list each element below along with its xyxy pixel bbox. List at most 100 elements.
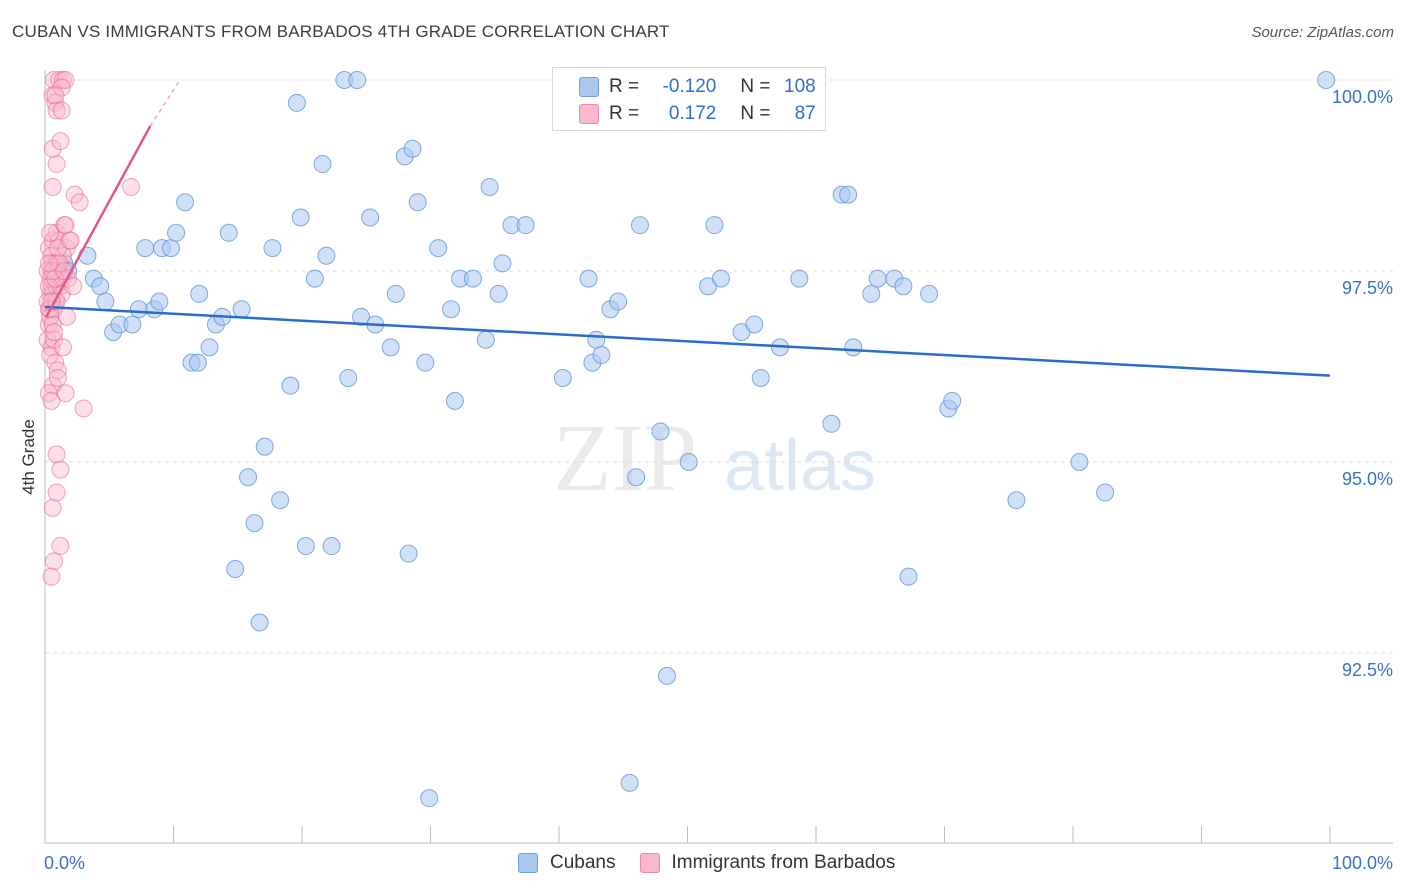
- cubans-point: [176, 193, 195, 212]
- barbados-legend-label: Immigrants from Barbados: [671, 852, 896, 873]
- barbados-swatch: [579, 104, 599, 124]
- cubans-point: [627, 468, 646, 487]
- tick-labels: 100.0% 97.5% 95.0% 92.5%: [1332, 87, 1393, 680]
- cubans-point: [868, 269, 887, 288]
- barbados-points: [38, 71, 141, 586]
- barbados-point: [44, 330, 63, 349]
- cubans-point: [1096, 483, 1115, 502]
- cubans-point: [403, 139, 422, 158]
- y-tick-label: 97.5%: [1342, 278, 1393, 298]
- n-value: 108: [784, 76, 816, 97]
- cubans-swatch: [579, 77, 599, 97]
- barbados-point: [47, 445, 66, 464]
- barbados-point: [64, 277, 83, 296]
- cubans-point: [679, 453, 698, 471]
- barbados-trend-line: [45, 125, 152, 318]
- cubans-point: [188, 353, 207, 372]
- cubans-point: [96, 292, 115, 311]
- watermark-atlas: atlas: [724, 426, 876, 506]
- barbados-point: [47, 483, 66, 502]
- y-tick-label: 92.5%: [1342, 660, 1393, 680]
- barbados-point: [122, 177, 141, 196]
- cubans-point: [745, 315, 764, 334]
- x-tick-left: 0.0%: [44, 853, 85, 873]
- y-tick-label: 100.0%: [1332, 87, 1393, 107]
- cubans-point: [381, 338, 400, 357]
- barbados-point: [41, 223, 60, 242]
- cubans-point: [1007, 491, 1026, 510]
- barbados-point: [56, 384, 75, 403]
- barbados-point: [51, 132, 70, 151]
- cubans-point: [579, 269, 598, 288]
- barbados-point: [74, 399, 93, 418]
- cubans-point: [894, 277, 913, 296]
- cubans-point: [609, 292, 628, 311]
- barbados-point: [46, 93, 65, 112]
- cubans-point: [516, 216, 535, 235]
- cubans-point: [751, 368, 770, 387]
- barbados-point: [52, 101, 71, 120]
- y-tick-label: 95.0%: [1342, 469, 1393, 489]
- cubans-point: [339, 368, 358, 387]
- n-value: 87: [794, 103, 816, 124]
- cubans-point: [493, 254, 512, 273]
- cubans-point: [630, 216, 649, 235]
- cubans-point: [489, 284, 508, 303]
- cubans-point: [200, 338, 219, 357]
- cubans-point: [1317, 71, 1336, 89]
- barbados-point: [46, 86, 65, 105]
- watermark-zip: ZIP: [553, 404, 697, 511]
- cubans-point: [790, 269, 809, 288]
- cubans-point: [553, 368, 572, 387]
- cubans-point: [839, 185, 858, 204]
- cubans-point: [305, 269, 324, 288]
- cubans-point: [657, 666, 676, 685]
- cubans-point: [361, 208, 380, 227]
- barbados-point: [53, 338, 72, 357]
- cubans-point: [587, 330, 606, 349]
- barbados-point: [70, 193, 89, 212]
- cubans-point: [1070, 453, 1089, 471]
- barbados-point: [57, 307, 76, 326]
- cubans-point: [161, 239, 180, 258]
- n-label: N =: [740, 76, 776, 97]
- cubans-point: [711, 269, 730, 288]
- cubans-point: [255, 437, 274, 456]
- legend-item-cubans[interactable]: Cubans: [518, 852, 616, 874]
- cubans-point: [136, 239, 155, 258]
- legend-item-barbados[interactable]: Immigrants from Barbados: [639, 852, 896, 874]
- barbados-point: [43, 177, 62, 196]
- barbados-point: [42, 567, 61, 586]
- barbados-point: [48, 361, 67, 380]
- legend-row-cubans: R = -0.120 N = 108: [579, 75, 816, 99]
- cubans-point: [91, 277, 110, 296]
- cubans-point: [463, 269, 482, 288]
- cubans-point: [150, 292, 169, 311]
- cubans-point: [281, 376, 300, 395]
- barbados-point: [51, 537, 70, 556]
- cubans-point: [420, 789, 439, 808]
- cubans-point: [239, 468, 258, 487]
- cubans-point: [129, 300, 148, 319]
- barbados-point: [56, 216, 75, 235]
- chart-source: Source: ZipAtlas.com: [1251, 24, 1394, 41]
- barbados-point: [44, 323, 63, 342]
- gridlines: [45, 79, 1393, 654]
- cubans-point: [296, 537, 315, 556]
- n-label: N =: [740, 103, 776, 124]
- cubans-point: [386, 284, 405, 303]
- cubans-point: [348, 71, 367, 89]
- barbados-point: [47, 101, 66, 120]
- barbados-point: [52, 78, 71, 97]
- barbados-point: [43, 315, 62, 334]
- barbados-legend-swatch: [639, 853, 660, 873]
- cubans-point: [219, 223, 238, 242]
- cubans-point: [445, 391, 464, 410]
- cubans-point: [317, 246, 336, 265]
- r-label: R =: [609, 76, 645, 97]
- cubans-point: [408, 193, 427, 212]
- trend-lines: [44, 79, 1331, 377]
- cubans-point: [416, 353, 435, 372]
- axes: [44, 70, 1393, 844]
- cubans-point: [442, 300, 461, 319]
